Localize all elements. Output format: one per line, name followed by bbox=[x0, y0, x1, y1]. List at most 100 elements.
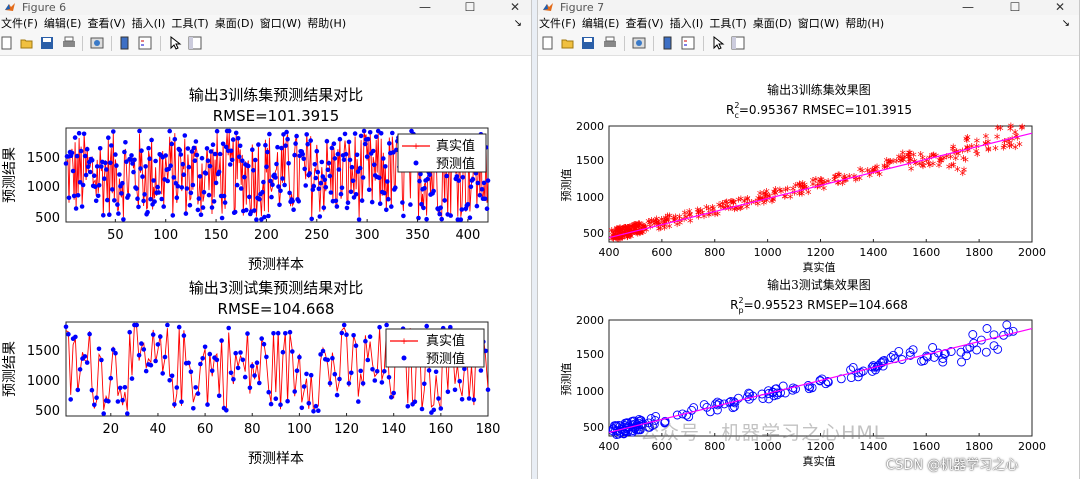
train-scatter-point: * bbox=[1019, 122, 1026, 137]
train-scatter-point: * bbox=[632, 222, 639, 237]
menu-window[interactable]: 窗口(W) bbox=[797, 17, 840, 30]
pred-point bbox=[261, 179, 266, 185]
pointer-icon[interactable] bbox=[711, 36, 725, 50]
maximize-button[interactable]: ☐ bbox=[464, 0, 476, 14]
pred-point bbox=[290, 198, 295, 204]
pred-point bbox=[193, 139, 199, 144]
train-scatter-point: * bbox=[631, 223, 638, 238]
svg-text:+: + bbox=[412, 142, 420, 152]
menu-window[interactable]: 窗口(W) bbox=[259, 17, 302, 30]
menu-edit[interactable]: 编辑(E) bbox=[581, 17, 620, 30]
pred-point bbox=[333, 198, 339, 204]
property-editor-icon[interactable] bbox=[188, 36, 202, 50]
pred-point bbox=[349, 164, 355, 170]
pred-point bbox=[382, 190, 387, 196]
pred-point bbox=[155, 342, 161, 347]
menu-help[interactable]: 帮助(H) bbox=[845, 17, 885, 30]
pred-point bbox=[70, 168, 76, 174]
pred-point bbox=[244, 207, 249, 213]
menu-file[interactable]: 文件(F) bbox=[539, 17, 576, 30]
train-scatter-point: * bbox=[614, 224, 621, 239]
test-scatter-point bbox=[868, 361, 878, 371]
train-scatter-point: * bbox=[796, 180, 803, 195]
menu-desktop[interactable]: 桌面(D) bbox=[752, 17, 792, 30]
pred-point bbox=[268, 178, 273, 184]
train-scatter-point: * bbox=[985, 137, 992, 152]
pred-point bbox=[233, 130, 239, 136]
train-scatter-point: * bbox=[625, 230, 632, 245]
legend-icon[interactable] bbox=[138, 36, 152, 50]
train-scatter-point: * bbox=[950, 143, 957, 158]
pred-point bbox=[358, 133, 364, 139]
train-scatter-point: * bbox=[872, 164, 879, 179]
link-plot-icon[interactable] bbox=[632, 36, 646, 50]
pred-point bbox=[470, 176, 476, 182]
test-scatter-point bbox=[788, 385, 798, 395]
train-scatter-point: * bbox=[831, 175, 838, 190]
pred-point bbox=[242, 174, 247, 180]
pred-point bbox=[335, 151, 341, 157]
pred-point bbox=[303, 183, 309, 188]
close-button[interactable]: ✕ bbox=[509, 0, 521, 14]
print-icon[interactable] bbox=[603, 36, 617, 50]
pred-point bbox=[136, 352, 142, 358]
open-file-icon[interactable] bbox=[20, 36, 34, 50]
pred-point bbox=[202, 344, 208, 350]
pred-point bbox=[389, 204, 394, 209]
pred-point bbox=[292, 389, 298, 394]
save-icon[interactable] bbox=[581, 36, 595, 50]
property-editor-icon[interactable] bbox=[731, 36, 745, 50]
train-scatter-point: * bbox=[695, 209, 702, 224]
pred-point bbox=[321, 205, 327, 210]
train-scatter-point: * bbox=[758, 195, 765, 210]
colorbar-icon[interactable] bbox=[118, 36, 132, 50]
minimize-button[interactable]: — bbox=[419, 0, 431, 14]
new-figure-icon[interactable] bbox=[0, 36, 14, 50]
menu-view[interactable]: 查看(V) bbox=[625, 17, 664, 30]
pred-point bbox=[320, 348, 326, 354]
train-scatter-point: * bbox=[884, 162, 891, 177]
train-scatter-point: * bbox=[616, 229, 623, 244]
train-scatter-point: * bbox=[622, 230, 629, 245]
new-figure-icon[interactable] bbox=[541, 36, 555, 50]
pred-point bbox=[206, 192, 212, 198]
menu-file[interactable]: 文件(F) bbox=[1, 17, 38, 30]
pred-point bbox=[104, 167, 109, 172]
dock-arrow-icon[interactable]: ↘ bbox=[513, 18, 522, 29]
menu-tools[interactable]: 工具(T) bbox=[709, 17, 747, 30]
maximize-button[interactable]: ☐ bbox=[1009, 0, 1021, 14]
train-scatter-point: * bbox=[917, 150, 924, 165]
save-icon[interactable] bbox=[40, 36, 54, 50]
menu-insert[interactable]: 插入(I) bbox=[131, 17, 166, 30]
menu-tools[interactable]: 工具(T) bbox=[171, 17, 209, 30]
pred-point bbox=[66, 195, 72, 201]
dock-arrow-icon[interactable]: ↘ bbox=[1061, 18, 1070, 29]
minimize-button[interactable]: — bbox=[962, 0, 974, 14]
menu-help[interactable]: 帮助(H) bbox=[307, 17, 347, 30]
train-scatter-point: * bbox=[738, 203, 745, 218]
test-scatter-point bbox=[908, 345, 918, 355]
open-file-icon[interactable] bbox=[561, 36, 575, 50]
pred-point bbox=[216, 393, 222, 399]
menu-edit[interactable]: 编辑(E) bbox=[43, 17, 82, 30]
menu-insert[interactable]: 插入(I) bbox=[669, 17, 704, 30]
train-scatter-point: * bbox=[954, 165, 961, 180]
menu-desktop[interactable]: 桌面(D) bbox=[214, 17, 254, 30]
x-tick-label: 300 bbox=[355, 228, 380, 243]
link-plot-icon[interactable] bbox=[90, 36, 104, 50]
train-scatter-point: * bbox=[694, 206, 701, 221]
train-scatter-point: * bbox=[662, 214, 669, 229]
print-icon[interactable] bbox=[62, 36, 76, 50]
train-scatter-point: * bbox=[656, 225, 663, 240]
train-scatter-point: * bbox=[930, 159, 937, 174]
train-scatter-point: * bbox=[683, 213, 690, 228]
menu-view[interactable]: 查看(V) bbox=[87, 17, 126, 30]
close-button[interactable]: ✕ bbox=[1054, 0, 1066, 14]
pred-point bbox=[195, 391, 201, 396]
pointer-icon[interactable] bbox=[168, 36, 182, 50]
pred-point bbox=[268, 401, 274, 407]
colorbar-icon[interactable] bbox=[661, 36, 675, 50]
train-scatter-point: * bbox=[616, 224, 623, 239]
legend-icon[interactable] bbox=[681, 36, 695, 50]
pred-point bbox=[109, 143, 114, 148]
